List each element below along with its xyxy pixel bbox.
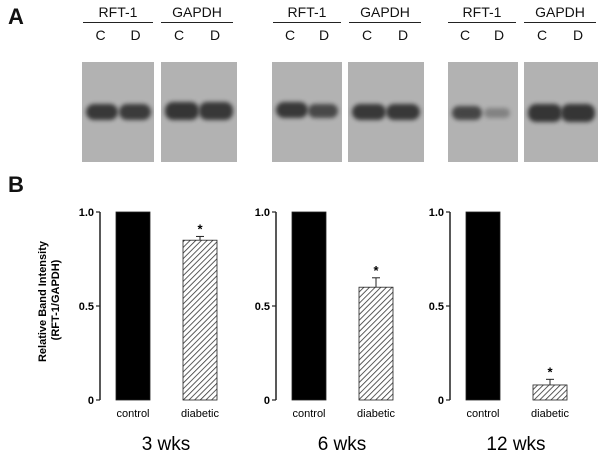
y-axis-label-line2: (RFT-1/GAPDH) — [50, 259, 62, 340]
significance-marker: * — [197, 221, 203, 236]
bar-control — [465, 211, 501, 401]
lane-label: D — [209, 27, 221, 43]
y-tick-label: 0.5 — [255, 301, 270, 313]
band — [199, 102, 233, 120]
y-axis-label-line1: Relative Band Intensity — [37, 240, 49, 362]
category-label: control — [466, 408, 499, 420]
blot-image — [348, 62, 424, 162]
y-tick-label: 0 — [88, 395, 94, 407]
y-tick-label: 0 — [438, 395, 444, 407]
gene-label: RFT-1 — [448, 4, 516, 23]
y-tick-label: 1.0 — [429, 207, 444, 219]
band — [308, 104, 338, 118]
band — [86, 104, 118, 120]
lane-label: D — [397, 27, 409, 43]
blot-image — [82, 62, 154, 162]
panel-a-label: A — [8, 4, 24, 29]
band — [276, 102, 308, 118]
blot2-gapdh-header: GAPDH C D — [349, 4, 421, 43]
significance-marker: * — [547, 364, 553, 379]
band — [119, 104, 151, 120]
blot-image — [448, 62, 518, 162]
lane-label: C — [284, 27, 296, 43]
lane-label: D — [130, 27, 141, 43]
lane-label: C — [173, 27, 185, 43]
lane-label: C — [536, 27, 548, 43]
gene-label: RFT-1 — [83, 4, 153, 23]
band — [484, 108, 510, 118]
chart-title: 12 wks — [486, 434, 545, 455]
blot-image — [272, 62, 342, 162]
gene-label: GAPDH — [349, 4, 421, 23]
band — [386, 104, 420, 120]
lane-label: C — [361, 27, 373, 43]
significance-marker: * — [373, 263, 379, 278]
lane-label: C — [95, 27, 106, 43]
band — [561, 104, 595, 122]
category-label: diabetic — [357, 408, 395, 420]
chart-title: 6 wks — [318, 434, 367, 455]
category-label: control — [116, 408, 149, 420]
lane-label: D — [318, 27, 330, 43]
bar-control — [115, 211, 151, 401]
bar-diabetic — [182, 239, 218, 401]
blot-image — [524, 62, 598, 162]
panel-b-label: B — [8, 172, 24, 197]
category-label: diabetic — [181, 408, 219, 420]
blot1-gapdh-header: GAPDH C D — [161, 4, 233, 43]
bar-diabetic — [532, 384, 568, 401]
gene-label: GAPDH — [524, 4, 596, 23]
band — [352, 104, 386, 120]
lane-label: D — [572, 27, 584, 43]
chart-title: 3 wks — [142, 434, 191, 455]
blot3-gapdh-header: GAPDH C D — [524, 4, 596, 43]
blot3-rft1-header: RFT-1 C D — [448, 4, 516, 43]
y-tick-label: 0.5 — [79, 301, 94, 313]
category-label: diabetic — [531, 408, 569, 420]
blot1-rft1-header: RFT-1 C D — [83, 4, 153, 43]
band — [165, 102, 199, 120]
band — [452, 106, 482, 120]
lane-label: C — [459, 27, 471, 43]
blot-image — [161, 62, 237, 162]
y-tick-label: 1.0 — [79, 207, 94, 219]
y-tick-label: 1.0 — [255, 207, 270, 219]
lane-label: D — [493, 27, 505, 43]
y-tick-label: 0 — [264, 395, 270, 407]
gene-label: GAPDH — [161, 4, 233, 23]
bar-diabetic — [358, 286, 394, 401]
gene-label: RFT-1 — [273, 4, 341, 23]
y-tick-label: 0.5 — [429, 301, 444, 313]
bar-control — [291, 211, 327, 401]
category-label: control — [292, 408, 325, 420]
blot2-rft1-header: RFT-1 C D — [273, 4, 341, 43]
y-axis-label: Relative Band Intensity (RFT-1/GAPDH) — [37, 238, 62, 362]
band — [528, 104, 562, 122]
